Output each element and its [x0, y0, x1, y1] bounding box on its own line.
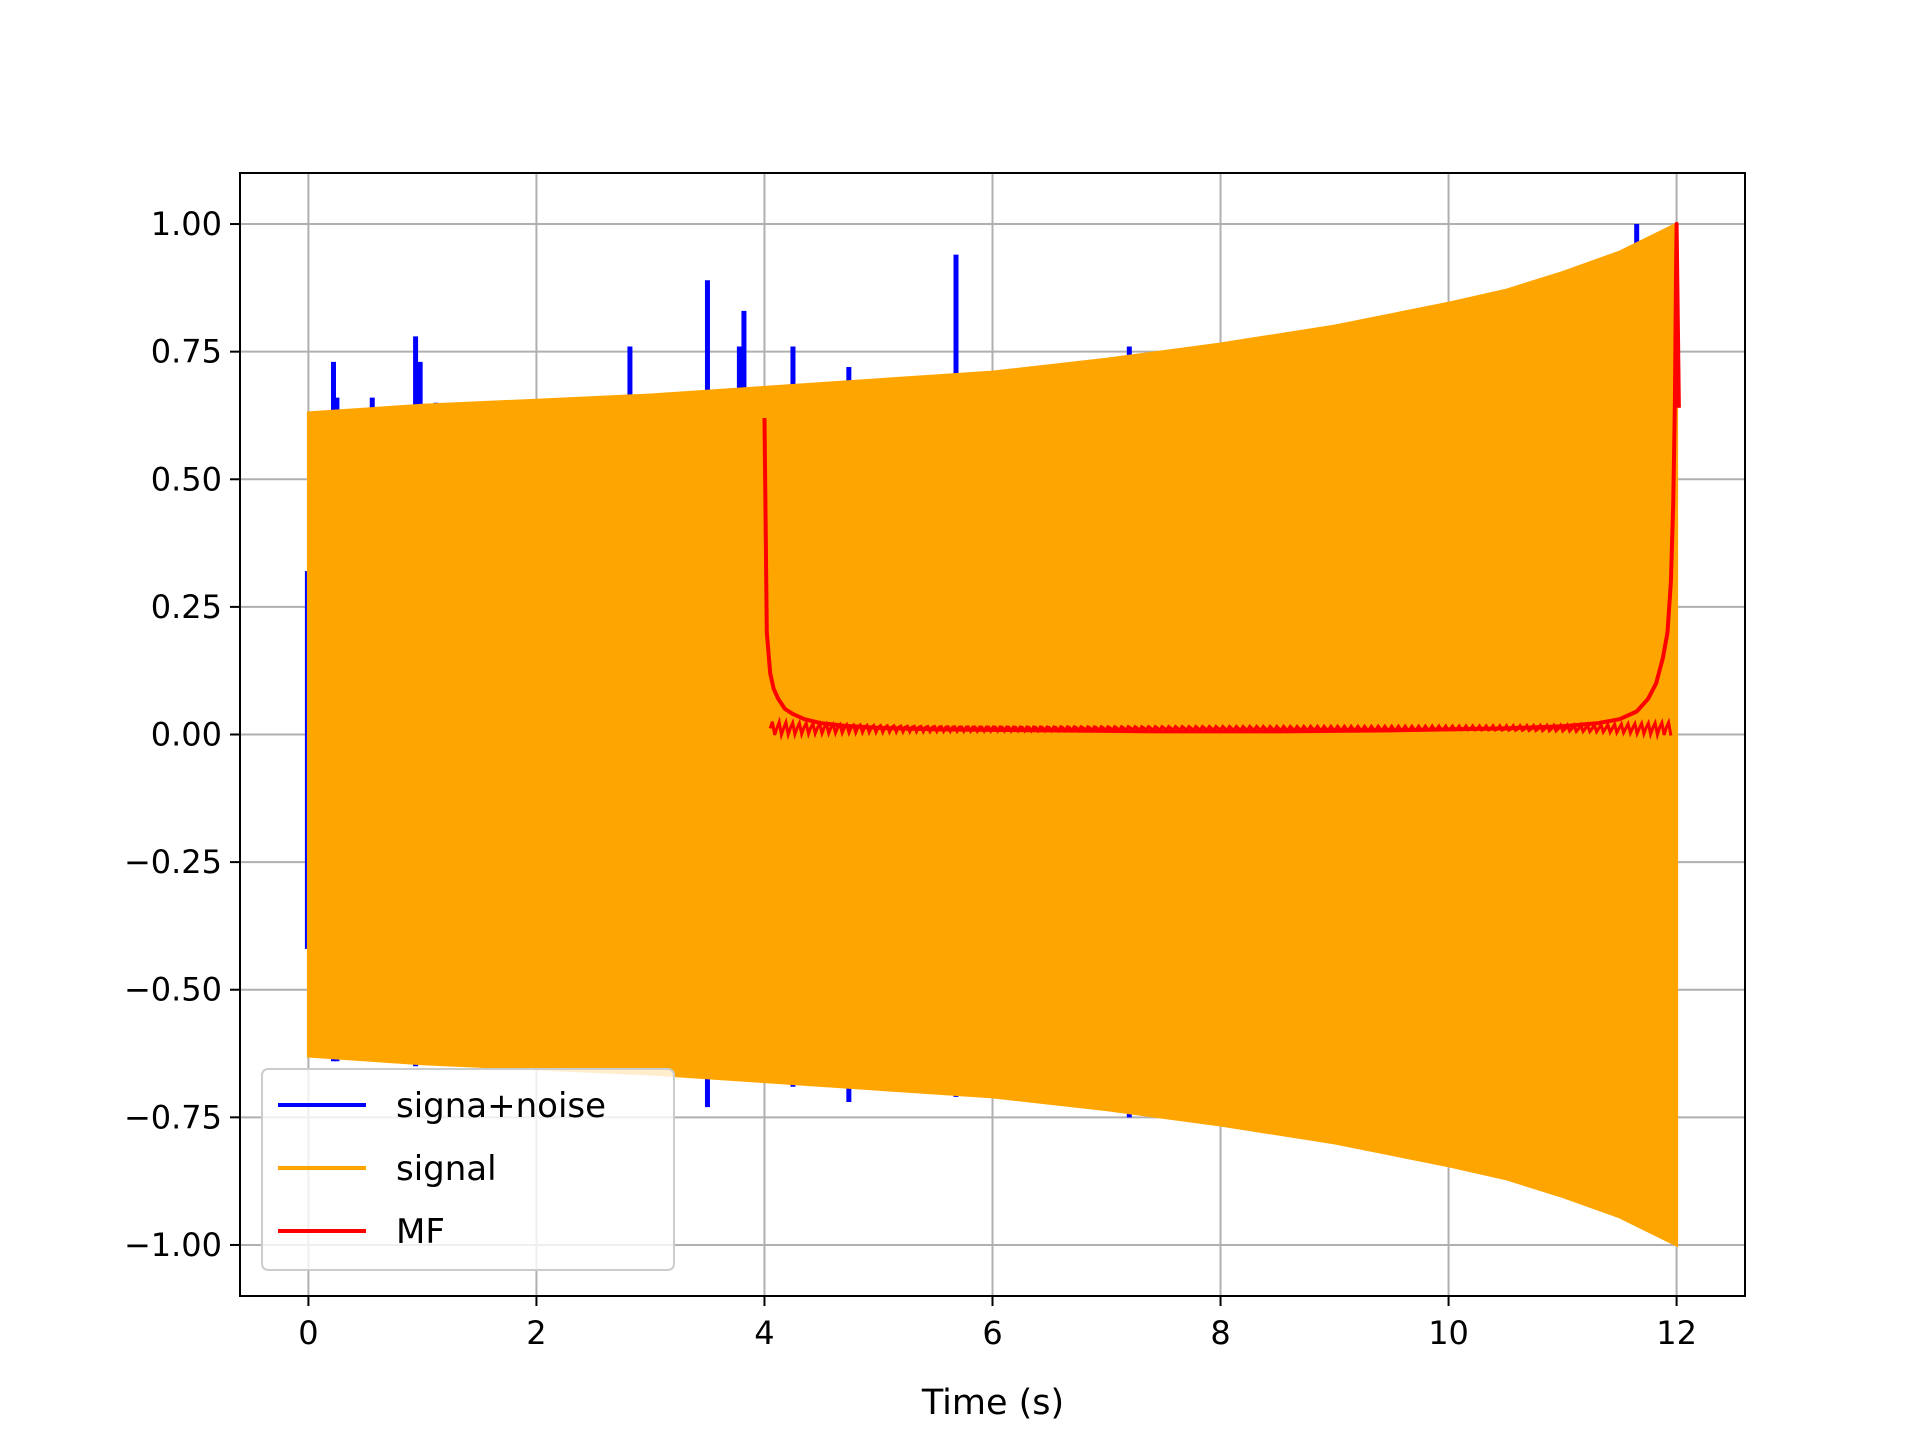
legend-label: MF [396, 1212, 445, 1252]
y-tick-label: 1.00 [151, 205, 222, 243]
legend-box [261, 1068, 675, 1271]
y-tick-label: 0.75 [151, 333, 222, 371]
y-tick-label: −1.00 [124, 1226, 222, 1264]
legend-label: signal [396, 1149, 497, 1189]
x-tick-label: 2 [526, 1314, 546, 1352]
mf-line [762, 222, 1681, 734]
y-axis: 1.00 0.75 0.50 0.25 0.00 −0.25 −0.50 −0.75 −1.00 [124, 205, 240, 1264]
x-tick-label: 6 [982, 1314, 1002, 1352]
y-tick-label: 0.50 [151, 460, 222, 498]
x-tick-label: 10 [1428, 1314, 1469, 1352]
y-tick-label: −0.25 [124, 843, 222, 881]
x-tick-label: 8 [1210, 1314, 1230, 1352]
signal-band [306, 221, 1679, 1248]
y-tick-label: −0.75 [124, 1098, 222, 1136]
series-layer [304, 221, 1681, 1248]
y-tick-label: 0.00 [151, 716, 222, 754]
x-tick-label: 12 [1656, 1314, 1697, 1352]
y-tick-label: −0.50 [124, 971, 222, 1009]
mf-ripple [768, 716, 1673, 741]
x-tick-label: 0 [298, 1314, 318, 1352]
x-tick-label: 4 [754, 1314, 774, 1352]
legend-label: signa+noise [396, 1086, 606, 1126]
x-axis-label: Time (s) [921, 1383, 1064, 1423]
x-axis: 0 2 4 6 8 10 12 [298, 1296, 1697, 1352]
y-tick-label: 0.25 [151, 588, 222, 626]
legend: signa+noise signal MF [261, 1068, 675, 1271]
